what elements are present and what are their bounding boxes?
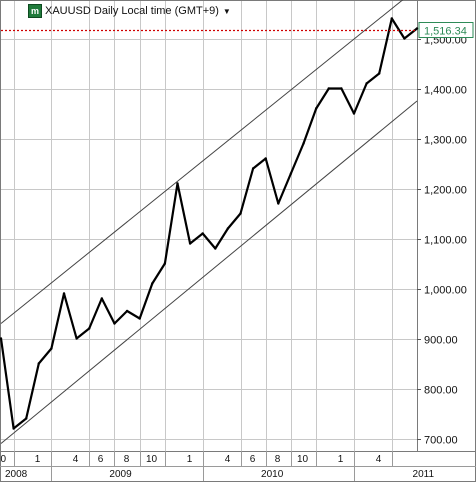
price-point <box>314 107 318 110</box>
y-tick-label: 900.00 <box>424 335 458 347</box>
x-month-label: 8 <box>275 454 281 465</box>
price-point <box>138 317 141 320</box>
price-point <box>415 27 419 30</box>
x-month-label: 10 <box>0 454 6 465</box>
price-point <box>201 232 204 235</box>
price-point <box>100 297 104 300</box>
price-point <box>50 347 53 350</box>
x-year-label: 2010 <box>261 469 284 480</box>
x-month-label: 4 <box>376 454 382 465</box>
price-point <box>302 142 305 145</box>
price-point <box>390 17 393 20</box>
price-point <box>176 182 179 185</box>
price-point <box>365 82 368 85</box>
x-month-label: 6 <box>250 454 256 465</box>
price-point <box>37 362 41 365</box>
price-point <box>377 72 381 75</box>
price-point <box>214 247 217 250</box>
x-month-label: 10 <box>297 454 309 465</box>
x-month-label: 4 <box>225 454 231 465</box>
last-price-label: 1,516.34 <box>424 26 467 38</box>
price-point <box>12 427 15 430</box>
price-point <box>251 167 255 170</box>
x-year-label: 2009 <box>109 469 132 480</box>
price-series-line[interactable] <box>0 17 418 430</box>
y-tick-label: 1,000.00 <box>424 285 467 297</box>
price-point <box>239 212 242 215</box>
y-tick-label: 800.00 <box>424 385 458 397</box>
x-month-label: 6 <box>98 454 104 465</box>
last-price-badge <box>418 22 474 38</box>
chart-legend[interactable]: m XAUUSD Daily Local time (GMT+9) ▼ <box>28 3 231 19</box>
x-month-label: 10 <box>146 454 158 465</box>
price-point <box>352 112 356 115</box>
price-point <box>75 337 78 340</box>
x-month-label: 1 <box>338 454 344 465</box>
y-tick-label: 1,100.00 <box>424 235 467 247</box>
x-month-label: 4 <box>73 454 79 465</box>
x-month-label: 1 <box>187 454 193 465</box>
price-point <box>113 322 116 325</box>
y-tick-label: 700.00 <box>424 435 458 447</box>
price-point <box>62 292 66 295</box>
price-point <box>264 157 267 160</box>
x-year-label: 2011 <box>413 469 435 480</box>
metatrader-logo-icon: m <box>28 4 42 18</box>
dropdown-triangle-icon[interactable]: ▼ <box>222 6 231 16</box>
chart-title: XAUUSD Daily Local time (GMT+9) <box>45 5 219 17</box>
price-point <box>151 282 154 285</box>
price-point <box>25 417 28 420</box>
price-point <box>125 309 129 313</box>
channel-line[interactable] <box>0 0 404 324</box>
price-point <box>0 337 3 340</box>
price-point <box>88 327 91 330</box>
y-tick-label: 1,200.00 <box>424 185 467 197</box>
price-point <box>226 227 230 230</box>
y-tick-label: 1,300.00 <box>424 135 467 147</box>
price-point <box>188 242 192 245</box>
x-month-label: 8 <box>124 454 130 465</box>
price-point <box>403 37 406 40</box>
channel-line[interactable] <box>0 100 418 444</box>
y-tick-label: 1,400.00 <box>424 85 467 97</box>
price-point <box>289 172 293 175</box>
price-point <box>277 202 280 205</box>
x-year-label: 2008 <box>5 469 28 480</box>
price-point <box>340 87 343 90</box>
price-point <box>163 262 167 265</box>
x-month-label: 1 <box>35 454 41 465</box>
price-point <box>327 87 330 90</box>
